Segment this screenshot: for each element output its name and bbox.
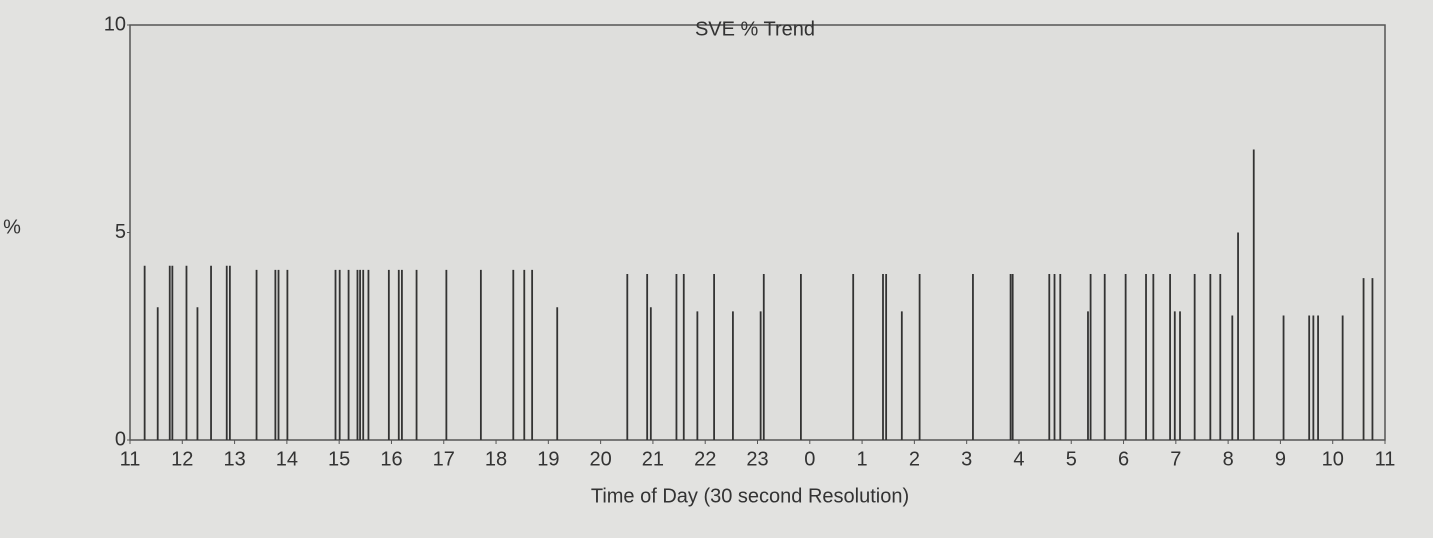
x-tick-label: 13: [223, 448, 245, 470]
x-axis-label: Time of Day (30 second Resolution): [591, 485, 909, 507]
x-tick-label: 17: [433, 448, 455, 470]
x-tick-label: 9: [1275, 448, 1286, 470]
plot-frame: [129, 24, 1386, 441]
x-tick-label: 20: [590, 448, 612, 470]
x-tick-label: 11: [120, 448, 141, 470]
x-tick-label: 1: [857, 448, 868, 470]
x-tick-label: 5: [1066, 448, 1077, 470]
x-tick-label: 15: [328, 448, 350, 470]
y-tick-label: 10: [104, 13, 126, 35]
x-tick-label: 4: [1013, 448, 1024, 470]
x-tick-label: 3: [961, 448, 972, 470]
chart-title: SVE % Trend: [695, 18, 815, 40]
x-tick-label: 8: [1223, 448, 1234, 470]
x-tick-label: 22: [694, 448, 716, 470]
x-tick-label: 11: [1375, 448, 1396, 470]
x-tick-label: 12: [171, 448, 193, 470]
y-axis-label: %: [3, 216, 21, 238]
x-tick-label: 0: [804, 448, 815, 470]
x-tick-label: 2: [909, 448, 920, 470]
x-tick-label: 14: [276, 448, 298, 470]
x-tick-label: 21: [642, 448, 664, 470]
y-tick-label: 5: [115, 221, 126, 243]
y-tick-label: 0: [115, 428, 126, 450]
x-tick-label: 18: [485, 448, 507, 470]
x-tick-label: 19: [537, 448, 559, 470]
x-tick-label: 7: [1170, 448, 1181, 470]
x-tick-label: 6: [1118, 448, 1129, 470]
x-tick-label: 16: [380, 448, 402, 470]
x-tick-label: 10: [1322, 448, 1344, 470]
x-tick-label: 23: [746, 448, 768, 470]
